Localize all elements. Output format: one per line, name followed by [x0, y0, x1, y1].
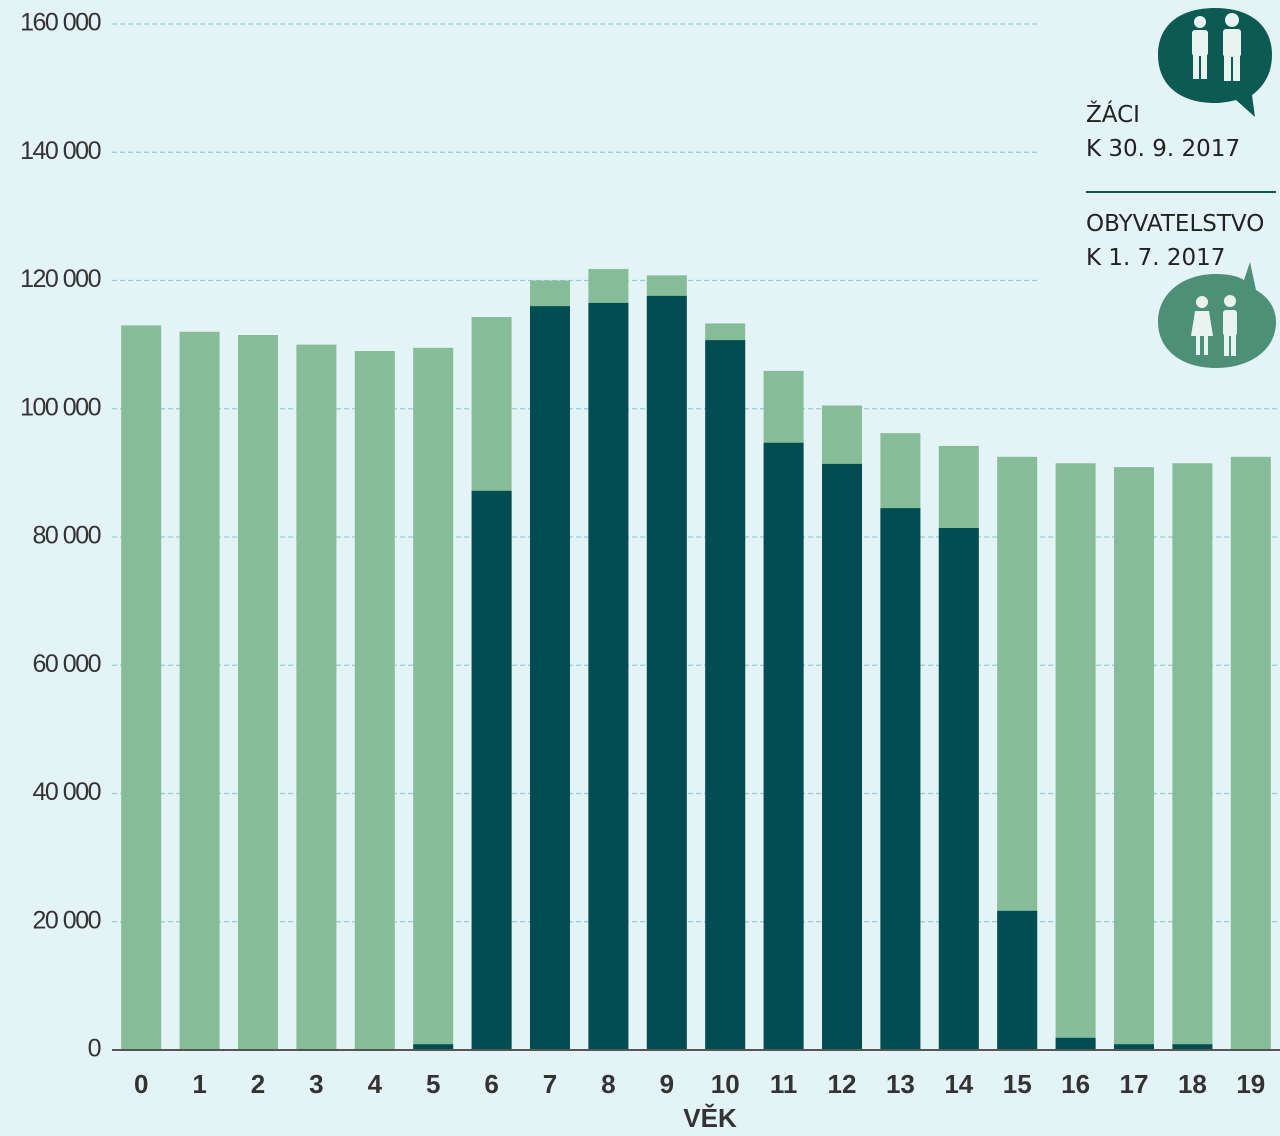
y-tick-label: 20 000	[33, 906, 101, 934]
x-tick-label: 5	[426, 1069, 440, 1099]
bar	[1055, 1037, 1096, 1050]
y-tick-label: 120 000	[20, 265, 100, 293]
y-tick-label: 60 000	[33, 650, 101, 678]
x-tick-label: 13	[886, 1069, 915, 1099]
x-tick-label: 18	[1178, 1069, 1207, 1099]
x-tick-label: 2	[251, 1069, 265, 1099]
bar	[413, 1044, 454, 1050]
x-tick-label: 15	[1003, 1069, 1032, 1099]
y-tick-label: 140 000	[20, 137, 100, 165]
bar	[822, 463, 862, 1051]
bar	[997, 910, 1038, 1050]
x-tick-label: 1	[192, 1069, 206, 1099]
bar	[354, 351, 395, 1051]
bar	[1055, 463, 1096, 1051]
pupils-icon	[1158, 8, 1272, 117]
x-axis-label: VĚK	[683, 1103, 737, 1133]
bar	[179, 331, 220, 1050]
y-tick-label: 80 000	[33, 522, 101, 550]
y-tick-label: 40 000	[33, 778, 101, 806]
x-tick-label: 19	[1236, 1069, 1265, 1099]
legend-population: OBYVATELSTVO K 1. 7. 2017	[1086, 211, 1265, 271]
x-tick-label: 11	[770, 1069, 798, 1099]
legend-pupils: ŽÁCI K 30. 9. 2017	[1086, 102, 1241, 162]
x-tick-label: 4	[368, 1069, 383, 1099]
x-tick-label: 7	[543, 1069, 557, 1099]
bar	[296, 344, 337, 1050]
y-tick-label: 160 000	[20, 9, 100, 37]
bar	[121, 325, 162, 1050]
y-tick-label: 100 000	[20, 393, 100, 421]
bar	[705, 340, 746, 1051]
bar	[763, 442, 804, 1051]
bar	[1230, 456, 1271, 1050]
x-tick-label: 12	[828, 1069, 857, 1099]
population-icon	[1158, 262, 1276, 368]
x-tick-label: 6	[484, 1069, 498, 1099]
bar	[588, 302, 629, 1051]
x-tick-label: 9	[660, 1069, 674, 1099]
bar	[238, 335, 278, 1051]
bar	[1172, 463, 1213, 1051]
bar	[530, 306, 570, 1050]
x-tick-label: 14	[944, 1069, 973, 1099]
bar	[646, 295, 687, 1050]
bar	[1114, 467, 1154, 1050]
x-tick-label: 0	[134, 1069, 148, 1099]
bar	[880, 508, 921, 1050]
bar	[1114, 1044, 1154, 1050]
bar	[471, 490, 512, 1051]
x-tick-label: 17	[1120, 1069, 1149, 1099]
y-tick-label: 0	[88, 1035, 101, 1063]
x-tick-label: 8	[601, 1069, 615, 1099]
x-tick-label: 16	[1061, 1069, 1090, 1099]
x-tick-label: 3	[309, 1069, 323, 1099]
bar	[938, 528, 979, 1050]
bar	[1172, 1044, 1213, 1050]
bar	[413, 347, 454, 1050]
x-tick-label: 10	[711, 1069, 740, 1099]
